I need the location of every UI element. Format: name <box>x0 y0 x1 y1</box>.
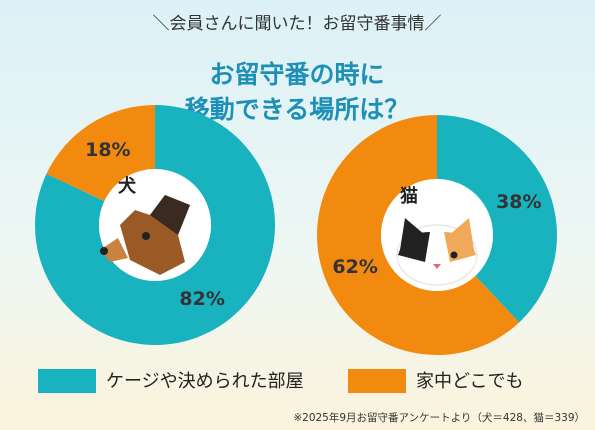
donut-segment <box>317 115 520 355</box>
legend: ケージや決められた部屋 家中どこでも <box>38 369 523 393</box>
chart-label: 猫 <box>400 185 418 207</box>
cat-illustration <box>396 218 478 286</box>
legend-swatch <box>348 369 406 393</box>
legend-label: ケージや決められた部屋 <box>106 371 304 392</box>
value-label: 38% <box>496 191 541 213</box>
donut-segment <box>35 105 276 345</box>
legend-swatch <box>38 369 96 393</box>
chart-label: 犬 <box>118 175 137 197</box>
value-label: 18% <box>85 139 130 161</box>
legend-label: 家中どこでも <box>416 371 523 392</box>
note: ※2025年9月お留守番アンケートより（犬＝428、猫＝339） <box>293 411 585 424</box>
header: ＼会員さんに聞いた！お留守番事情／ <box>153 14 442 34</box>
title: お留守番の時に <box>209 60 384 89</box>
donut-segment <box>46 105 155 202</box>
value-label: 82% <box>179 288 224 310</box>
title: 移動できる場所は？ <box>185 95 410 124</box>
value-label: 62% <box>332 256 377 278</box>
donut-segment <box>437 115 557 323</box>
dog-illustration <box>100 195 190 275</box>
